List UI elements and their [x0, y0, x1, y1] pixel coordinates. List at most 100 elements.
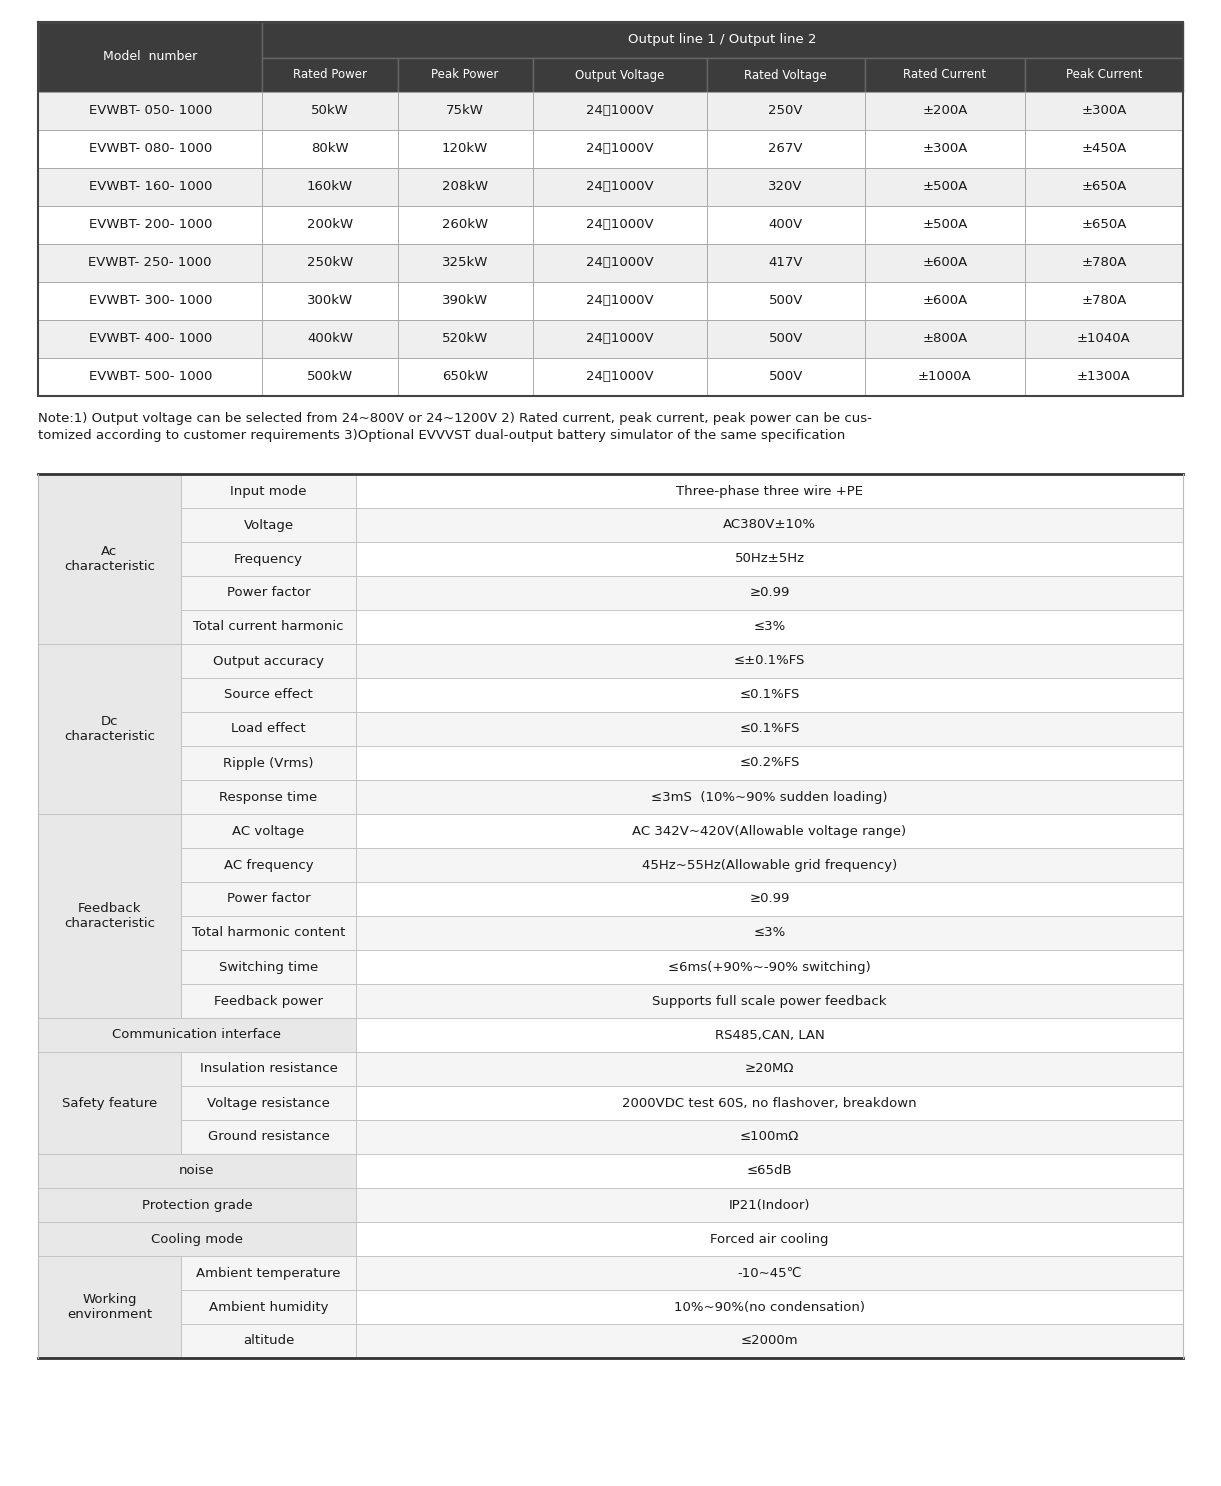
Text: ±650A: ±650A: [1082, 218, 1127, 232]
Bar: [181, 1256, 357, 1290]
Bar: [357, 643, 1183, 678]
Bar: [357, 1256, 1183, 1290]
Text: ≥0.99: ≥0.99: [750, 893, 790, 905]
Bar: [38, 129, 263, 168]
Bar: [532, 244, 707, 282]
Text: Rated Current: Rated Current: [904, 68, 987, 82]
Text: IP21(Indoor): IP21(Indoor): [729, 1199, 811, 1211]
Bar: [181, 678, 357, 712]
Bar: [181, 1120, 357, 1155]
Text: Dc
characteristic: Dc characteristic: [63, 715, 155, 743]
Text: Ambient temperature: Ambient temperature: [197, 1266, 341, 1279]
Text: Model  number: Model number: [103, 51, 198, 64]
Text: ±200A: ±200A: [922, 104, 967, 117]
Bar: [398, 282, 532, 319]
Bar: [398, 207, 532, 244]
Text: 500V: 500V: [768, 294, 803, 308]
Text: 650kW: 650kW: [442, 370, 488, 383]
Text: 500V: 500V: [768, 370, 803, 383]
Bar: [532, 282, 707, 319]
Bar: [357, 1324, 1183, 1358]
Text: Rated Voltage: Rated Voltage: [745, 68, 827, 82]
Text: altitude: altitude: [243, 1334, 294, 1348]
Bar: [357, 746, 1183, 780]
Text: 75kW: 75kW: [446, 104, 484, 117]
Bar: [357, 950, 1183, 984]
Bar: [398, 168, 532, 207]
Bar: [707, 207, 864, 244]
Bar: [181, 1052, 357, 1086]
Text: tomized according to customer requirements 3)Optional EVVVST dual-output battery: tomized according to customer requiremen…: [38, 429, 845, 443]
Text: 10%~90%(no condensation): 10%~90%(no condensation): [674, 1300, 864, 1314]
Text: RS485,CAN, LAN: RS485,CAN, LAN: [714, 1028, 824, 1042]
Bar: [38, 1155, 357, 1187]
Bar: [38, 207, 263, 244]
Bar: [38, 1018, 357, 1052]
Bar: [357, 609, 1183, 643]
Text: EVWBT- 400- 1000: EVWBT- 400- 1000: [89, 333, 211, 346]
Text: Peak Current: Peak Current: [1066, 68, 1142, 82]
Bar: [181, 915, 357, 950]
Text: ±1040A: ±1040A: [1077, 333, 1131, 346]
Bar: [38, 244, 263, 282]
Text: AC 342V~420V(Allowable voltage range): AC 342V~420V(Allowable voltage range): [632, 825, 906, 838]
Bar: [864, 129, 1024, 168]
Text: AC voltage: AC voltage: [232, 825, 304, 838]
Text: Power factor: Power factor: [227, 893, 310, 905]
Bar: [532, 358, 707, 395]
Bar: [38, 1187, 357, 1221]
Text: AC380V±10%: AC380V±10%: [723, 519, 816, 532]
Text: 24～1000V: 24～1000V: [586, 294, 653, 308]
Text: Cooling mode: Cooling mode: [151, 1232, 243, 1245]
Bar: [38, 92, 263, 129]
Bar: [263, 207, 398, 244]
Text: 500V: 500V: [768, 333, 803, 346]
Text: Ac
characteristic: Ac characteristic: [63, 545, 155, 574]
Bar: [38, 814, 181, 1018]
Text: -10~45℃: -10~45℃: [737, 1266, 802, 1279]
Text: ≤3%: ≤3%: [753, 926, 785, 939]
Bar: [864, 244, 1024, 282]
Bar: [357, 1086, 1183, 1120]
Bar: [357, 814, 1183, 849]
Text: ±650A: ±650A: [1082, 180, 1127, 193]
Bar: [357, 883, 1183, 915]
Text: 24～1000V: 24～1000V: [586, 333, 653, 346]
Bar: [1024, 58, 1183, 92]
Bar: [181, 609, 357, 643]
Bar: [263, 168, 398, 207]
Text: Source effect: Source effect: [225, 688, 313, 701]
Bar: [864, 92, 1024, 129]
Bar: [38, 643, 181, 814]
Bar: [38, 282, 263, 319]
Bar: [864, 319, 1024, 358]
Text: ≤2000m: ≤2000m: [741, 1334, 799, 1348]
Text: EVWBT- 250- 1000: EVWBT- 250- 1000: [88, 257, 212, 269]
Text: 320V: 320V: [768, 180, 803, 193]
Text: Three-phase three wire +PE: Three-phase three wire +PE: [676, 484, 863, 498]
Bar: [38, 1256, 181, 1358]
Bar: [707, 168, 864, 207]
Bar: [181, 984, 357, 1018]
Text: Rated Power: Rated Power: [293, 68, 368, 82]
Text: 325kW: 325kW: [442, 257, 488, 269]
Text: Safety feature: Safety feature: [62, 1097, 158, 1110]
Text: ±450A: ±450A: [1082, 143, 1127, 156]
Text: ≤0.2%FS: ≤0.2%FS: [739, 756, 800, 770]
Text: ±780A: ±780A: [1082, 294, 1127, 308]
Bar: [357, 577, 1183, 609]
Bar: [181, 780, 357, 814]
Text: Voltage: Voltage: [243, 519, 293, 532]
Text: ±780A: ±780A: [1082, 257, 1127, 269]
Text: ≥0.99: ≥0.99: [750, 587, 790, 599]
Text: Load effect: Load effect: [231, 722, 305, 736]
Text: ±300A: ±300A: [1082, 104, 1127, 117]
Text: Ripple (Vrms): Ripple (Vrms): [223, 756, 314, 770]
Bar: [864, 168, 1024, 207]
Bar: [398, 58, 532, 92]
Text: 120kW: 120kW: [442, 143, 488, 156]
Bar: [532, 207, 707, 244]
Text: Communication interface: Communication interface: [112, 1028, 282, 1042]
Text: ±1000A: ±1000A: [918, 370, 972, 383]
Bar: [707, 244, 864, 282]
